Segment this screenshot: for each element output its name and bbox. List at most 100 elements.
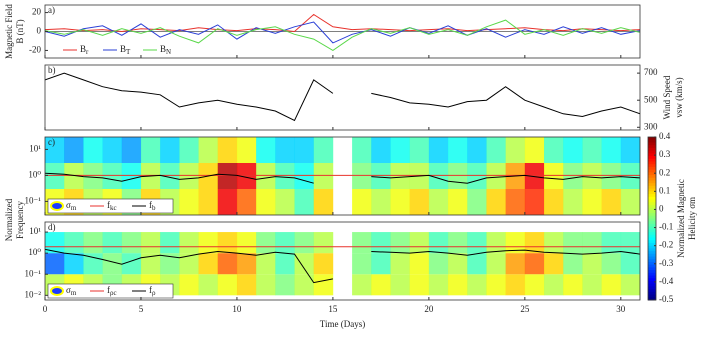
heat-cell	[505, 189, 526, 215]
colorbar-frame	[647, 136, 657, 301]
heat-cell	[448, 253, 468, 275]
heat-cell	[275, 163, 295, 189]
heat-cell	[544, 274, 564, 296]
y-tick-label: 10¹	[29, 226, 41, 236]
colorbar-segment	[648, 153, 656, 157]
heat-cell	[256, 163, 276, 189]
colorbar-segment	[648, 223, 656, 228]
frame	[44, 136, 641, 216]
heat-cell	[256, 253, 276, 275]
heat-cell	[409, 137, 430, 163]
heat-cell	[601, 274, 622, 296]
colorbar-segment	[648, 199, 656, 203]
colorbar-segment	[648, 183, 656, 187]
heat-cell	[601, 163, 622, 189]
plot-area	[45, 13, 640, 51]
colorbar-segment	[648, 194, 656, 198]
colorbar-segment	[648, 280, 656, 285]
y-tick-label: 10⁰	[28, 169, 41, 179]
heat-cell	[236, 137, 257, 163]
heat-cell	[601, 232, 622, 254]
heat-cell	[390, 274, 410, 296]
y-tick-label: 10⁻¹	[25, 268, 42, 278]
heat-cell	[620, 274, 640, 296]
heat-cell	[121, 232, 142, 254]
heat-cell	[140, 232, 161, 254]
heat-cell	[294, 232, 315, 254]
heat-cell	[160, 137, 180, 163]
y-axis-label: B (nT)	[15, 19, 25, 43]
colorbar-segment	[648, 137, 656, 141]
heat-cell	[505, 232, 526, 254]
heat-cell	[582, 163, 602, 189]
heat-cell	[563, 137, 583, 163]
heat-cell	[275, 253, 295, 275]
colorbar-segment	[648, 204, 656, 209]
heat-cell	[352, 189, 372, 215]
heat-cell	[601, 253, 622, 275]
colorbar-tick-label: 0.1	[659, 185, 670, 195]
heat-cell	[64, 137, 84, 163]
heat-cell	[45, 232, 65, 254]
heat-cell	[236, 163, 257, 189]
y-tick-label: 500	[644, 94, 658, 104]
heat-cell	[217, 189, 238, 215]
heat-cell	[390, 137, 410, 163]
heat-cell	[121, 253, 142, 275]
heat-cell	[448, 163, 468, 189]
y-axis-label: Normalized	[4, 198, 14, 241]
series-line	[45, 172, 640, 184]
y-tick-label: 300	[644, 121, 658, 131]
heat-cell	[620, 137, 640, 163]
heat-cell	[179, 232, 199, 254]
heat-cell	[620, 189, 640, 215]
heat-cell	[448, 189, 468, 215]
heat-cell	[294, 137, 315, 163]
colorbar-segment	[648, 145, 656, 149]
colorbar-segment	[648, 221, 656, 225]
heat-cell	[563, 232, 583, 254]
heat-cell	[371, 137, 391, 163]
heat-cell	[256, 274, 276, 296]
series-line	[45, 248, 640, 284]
colorbar-segment	[648, 278, 656, 282]
plot-area	[45, 72, 640, 122]
colorbar-segment	[648, 213, 656, 217]
colorbar-segment	[648, 150, 656, 154]
heat-cell	[371, 253, 391, 275]
series-line	[45, 72, 640, 122]
heat-cell	[544, 232, 564, 254]
heat-cell	[620, 232, 640, 254]
colorbar-tick-label: 0	[659, 204, 664, 214]
heat-cell	[563, 163, 583, 189]
series-line	[45, 13, 640, 33]
heat-cell	[236, 253, 257, 275]
colorbar-segment	[648, 158, 656, 162]
heat-cell	[198, 137, 219, 163]
colorbar-segment	[648, 161, 656, 165]
heat-cell	[582, 253, 602, 275]
colorbar-tick-label: -0.2	[659, 240, 673, 250]
heat-cell	[371, 232, 391, 254]
heat-cell	[524, 274, 545, 296]
heat-cell	[448, 137, 468, 163]
colorbar-tick-label: -0.1	[659, 222, 673, 232]
heat-cell	[544, 253, 564, 275]
colorbar-segment	[648, 215, 656, 219]
heat-cell	[486, 137, 506, 163]
heat-cell	[409, 189, 430, 215]
x-tick-label: 20	[424, 304, 434, 314]
heat-cell	[236, 274, 257, 296]
y-tick-label: 0	[37, 26, 42, 36]
y-tick-label: 10⁰	[28, 247, 41, 257]
heat-cell	[102, 253, 123, 275]
colorbar-segment	[648, 207, 656, 211]
y-axis-label: Frequency	[15, 201, 25, 239]
heat-cell	[198, 274, 219, 296]
heat-cell	[524, 232, 545, 254]
heat-cell	[179, 274, 199, 296]
heat-cell	[505, 137, 526, 163]
heat-cell	[563, 274, 583, 296]
legend-label: Br	[80, 44, 89, 56]
heat-cell	[275, 189, 295, 215]
